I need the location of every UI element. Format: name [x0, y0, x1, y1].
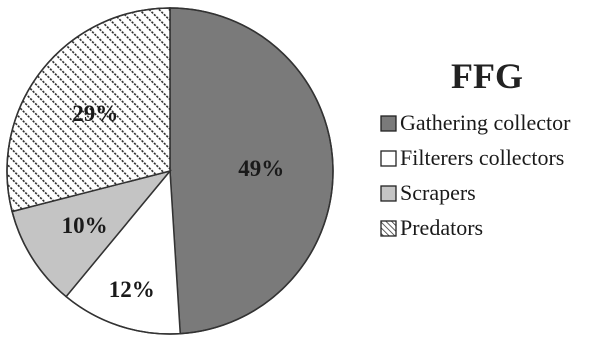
legend-swatch — [380, 150, 397, 167]
legend-entry-label: Gathering collector — [400, 110, 571, 135]
legend-swatch — [380, 220, 397, 237]
pie-slice-labels: 49% 12% 10% 29% — [62, 101, 285, 302]
slice-value-label: 12% — [109, 277, 155, 302]
legend-entry-label: Predators — [400, 215, 483, 240]
legend-swatch — [380, 115, 397, 132]
legend-swatch — [380, 185, 397, 202]
pie-outline — [6, 7, 334, 335]
legend: Gathering collector Filterers collectors S… — [380, 110, 571, 240]
legend-title: FFG — [451, 56, 523, 96]
slice-value-label: 49% — [238, 156, 284, 181]
slice-value-label: 29% — [72, 101, 118, 126]
legend-entry-label: Scrapers — [400, 180, 476, 205]
pie-slices — [6, 7, 334, 335]
legend-entry-label: Filterers collectors — [400, 145, 564, 170]
slice-value-label: 10% — [62, 213, 108, 238]
